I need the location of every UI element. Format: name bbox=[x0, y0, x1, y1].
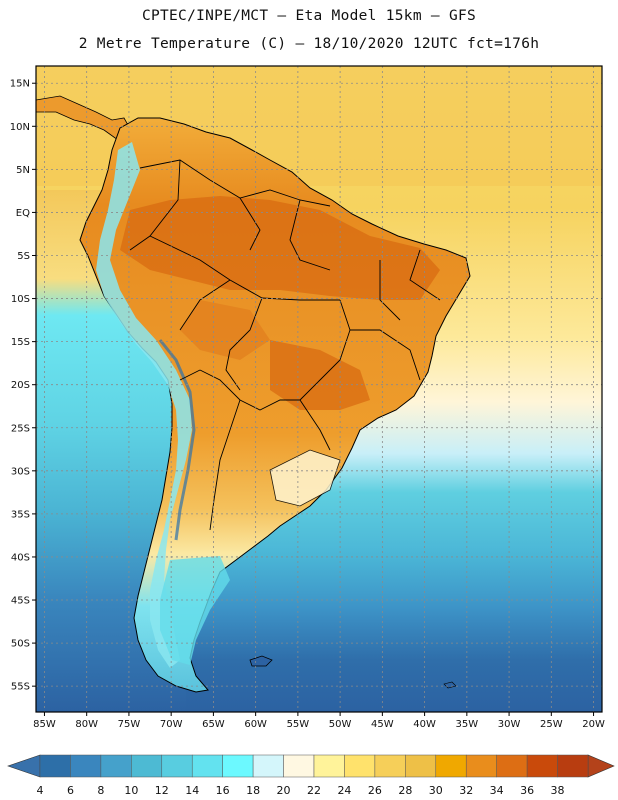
lon-label: 30W bbox=[498, 719, 521, 730]
legend-value-label: 28 bbox=[398, 784, 412, 797]
lat-label: 15S bbox=[11, 337, 30, 348]
legend-swatch bbox=[405, 754, 437, 778]
legend-value-label: 8 bbox=[97, 784, 104, 797]
legend-swatch bbox=[39, 754, 71, 778]
legend-value-label: 30 bbox=[429, 784, 443, 797]
lon-label: 75W bbox=[118, 719, 141, 730]
legend-swatch bbox=[435, 754, 467, 778]
lat-label: 5S bbox=[17, 251, 30, 262]
legend-value-label: 24 bbox=[337, 784, 351, 797]
legend-value-label: 12 bbox=[155, 784, 169, 797]
legend-swatch bbox=[465, 754, 497, 778]
lat-label: EQ bbox=[16, 208, 30, 219]
lat-label: 15N bbox=[10, 79, 30, 90]
legend-value-label: 20 bbox=[277, 784, 291, 797]
lat-label: 30S bbox=[11, 466, 30, 477]
lon-label: 65W bbox=[202, 719, 225, 730]
legend-value-label: 16 bbox=[216, 784, 230, 797]
lon-label: 35W bbox=[456, 719, 479, 730]
legend-swatch bbox=[283, 754, 315, 778]
lon-label: 45W bbox=[371, 719, 394, 730]
legend-swatch bbox=[191, 754, 223, 778]
lon-label: 60W bbox=[244, 719, 267, 730]
legend-swatch bbox=[131, 754, 163, 778]
legend-value-label: 18 bbox=[246, 784, 260, 797]
map-subtitle: 2 Metre Temperature (C) – 18/10/2020 12U… bbox=[78, 36, 540, 52]
lon-label: 85W bbox=[33, 719, 56, 730]
legend-value-label: 38 bbox=[551, 784, 565, 797]
legend-low-arrow bbox=[7, 754, 41, 778]
legend-high-arrow bbox=[587, 754, 615, 778]
legend-swatch bbox=[374, 754, 406, 778]
lat-label: 20S bbox=[11, 380, 30, 391]
legend-swatch bbox=[70, 754, 102, 778]
legend-value-label: 34 bbox=[490, 784, 504, 797]
lon-label: 25W bbox=[540, 719, 563, 730]
lat-label: 10S bbox=[11, 294, 30, 305]
legend-swatch bbox=[313, 754, 345, 778]
lat-label: 40S bbox=[11, 552, 30, 563]
lat-label: 45S bbox=[11, 596, 30, 607]
legend-value-label: 6 bbox=[67, 784, 74, 797]
lat-label: 50S bbox=[11, 639, 30, 650]
lat-label: 5N bbox=[16, 165, 30, 176]
legend-value-label: 10 bbox=[124, 784, 138, 797]
legend-swatch bbox=[222, 754, 254, 778]
legend-swatch bbox=[100, 754, 132, 778]
legend-value-label: 36 bbox=[520, 784, 534, 797]
legend-swatch bbox=[161, 754, 193, 778]
lon-label: 80W bbox=[75, 719, 98, 730]
legend-swatch bbox=[344, 754, 376, 778]
legend-swatch bbox=[557, 754, 589, 778]
lat-label: 25S bbox=[11, 423, 30, 434]
legend-value-label: 4 bbox=[37, 784, 44, 797]
color-legend: 4 6 8 10 12 14 16 18 20 22 24 26 28 30 32 34 36 38 bbox=[7, 754, 615, 797]
legend-value-label: 14 bbox=[185, 784, 199, 797]
lon-label: 70W bbox=[160, 719, 183, 730]
lat-label: 55S bbox=[11, 682, 30, 693]
lat-label: 35S bbox=[11, 509, 30, 520]
lon-label: 40W bbox=[413, 719, 436, 730]
legend-swatch bbox=[252, 754, 284, 778]
legend-value-label: 26 bbox=[368, 784, 382, 797]
lon-label: 20W bbox=[582, 719, 605, 730]
map-frame bbox=[35, 65, 603, 713]
legend-value-label: 32 bbox=[459, 784, 473, 797]
legend-swatch bbox=[526, 754, 558, 778]
legend-value-label: 22 bbox=[307, 784, 321, 797]
lat-label: 10N bbox=[10, 122, 30, 133]
lat-lon-grid bbox=[36, 66, 602, 712]
country-borders bbox=[129, 159, 441, 531]
legend-swatch bbox=[496, 754, 528, 778]
lon-label: 55W bbox=[287, 719, 310, 730]
map-title: CPTEC/INPE/MCT – Eta Model 15km – GFS bbox=[141, 8, 477, 24]
lon-label: 50W bbox=[329, 719, 352, 730]
